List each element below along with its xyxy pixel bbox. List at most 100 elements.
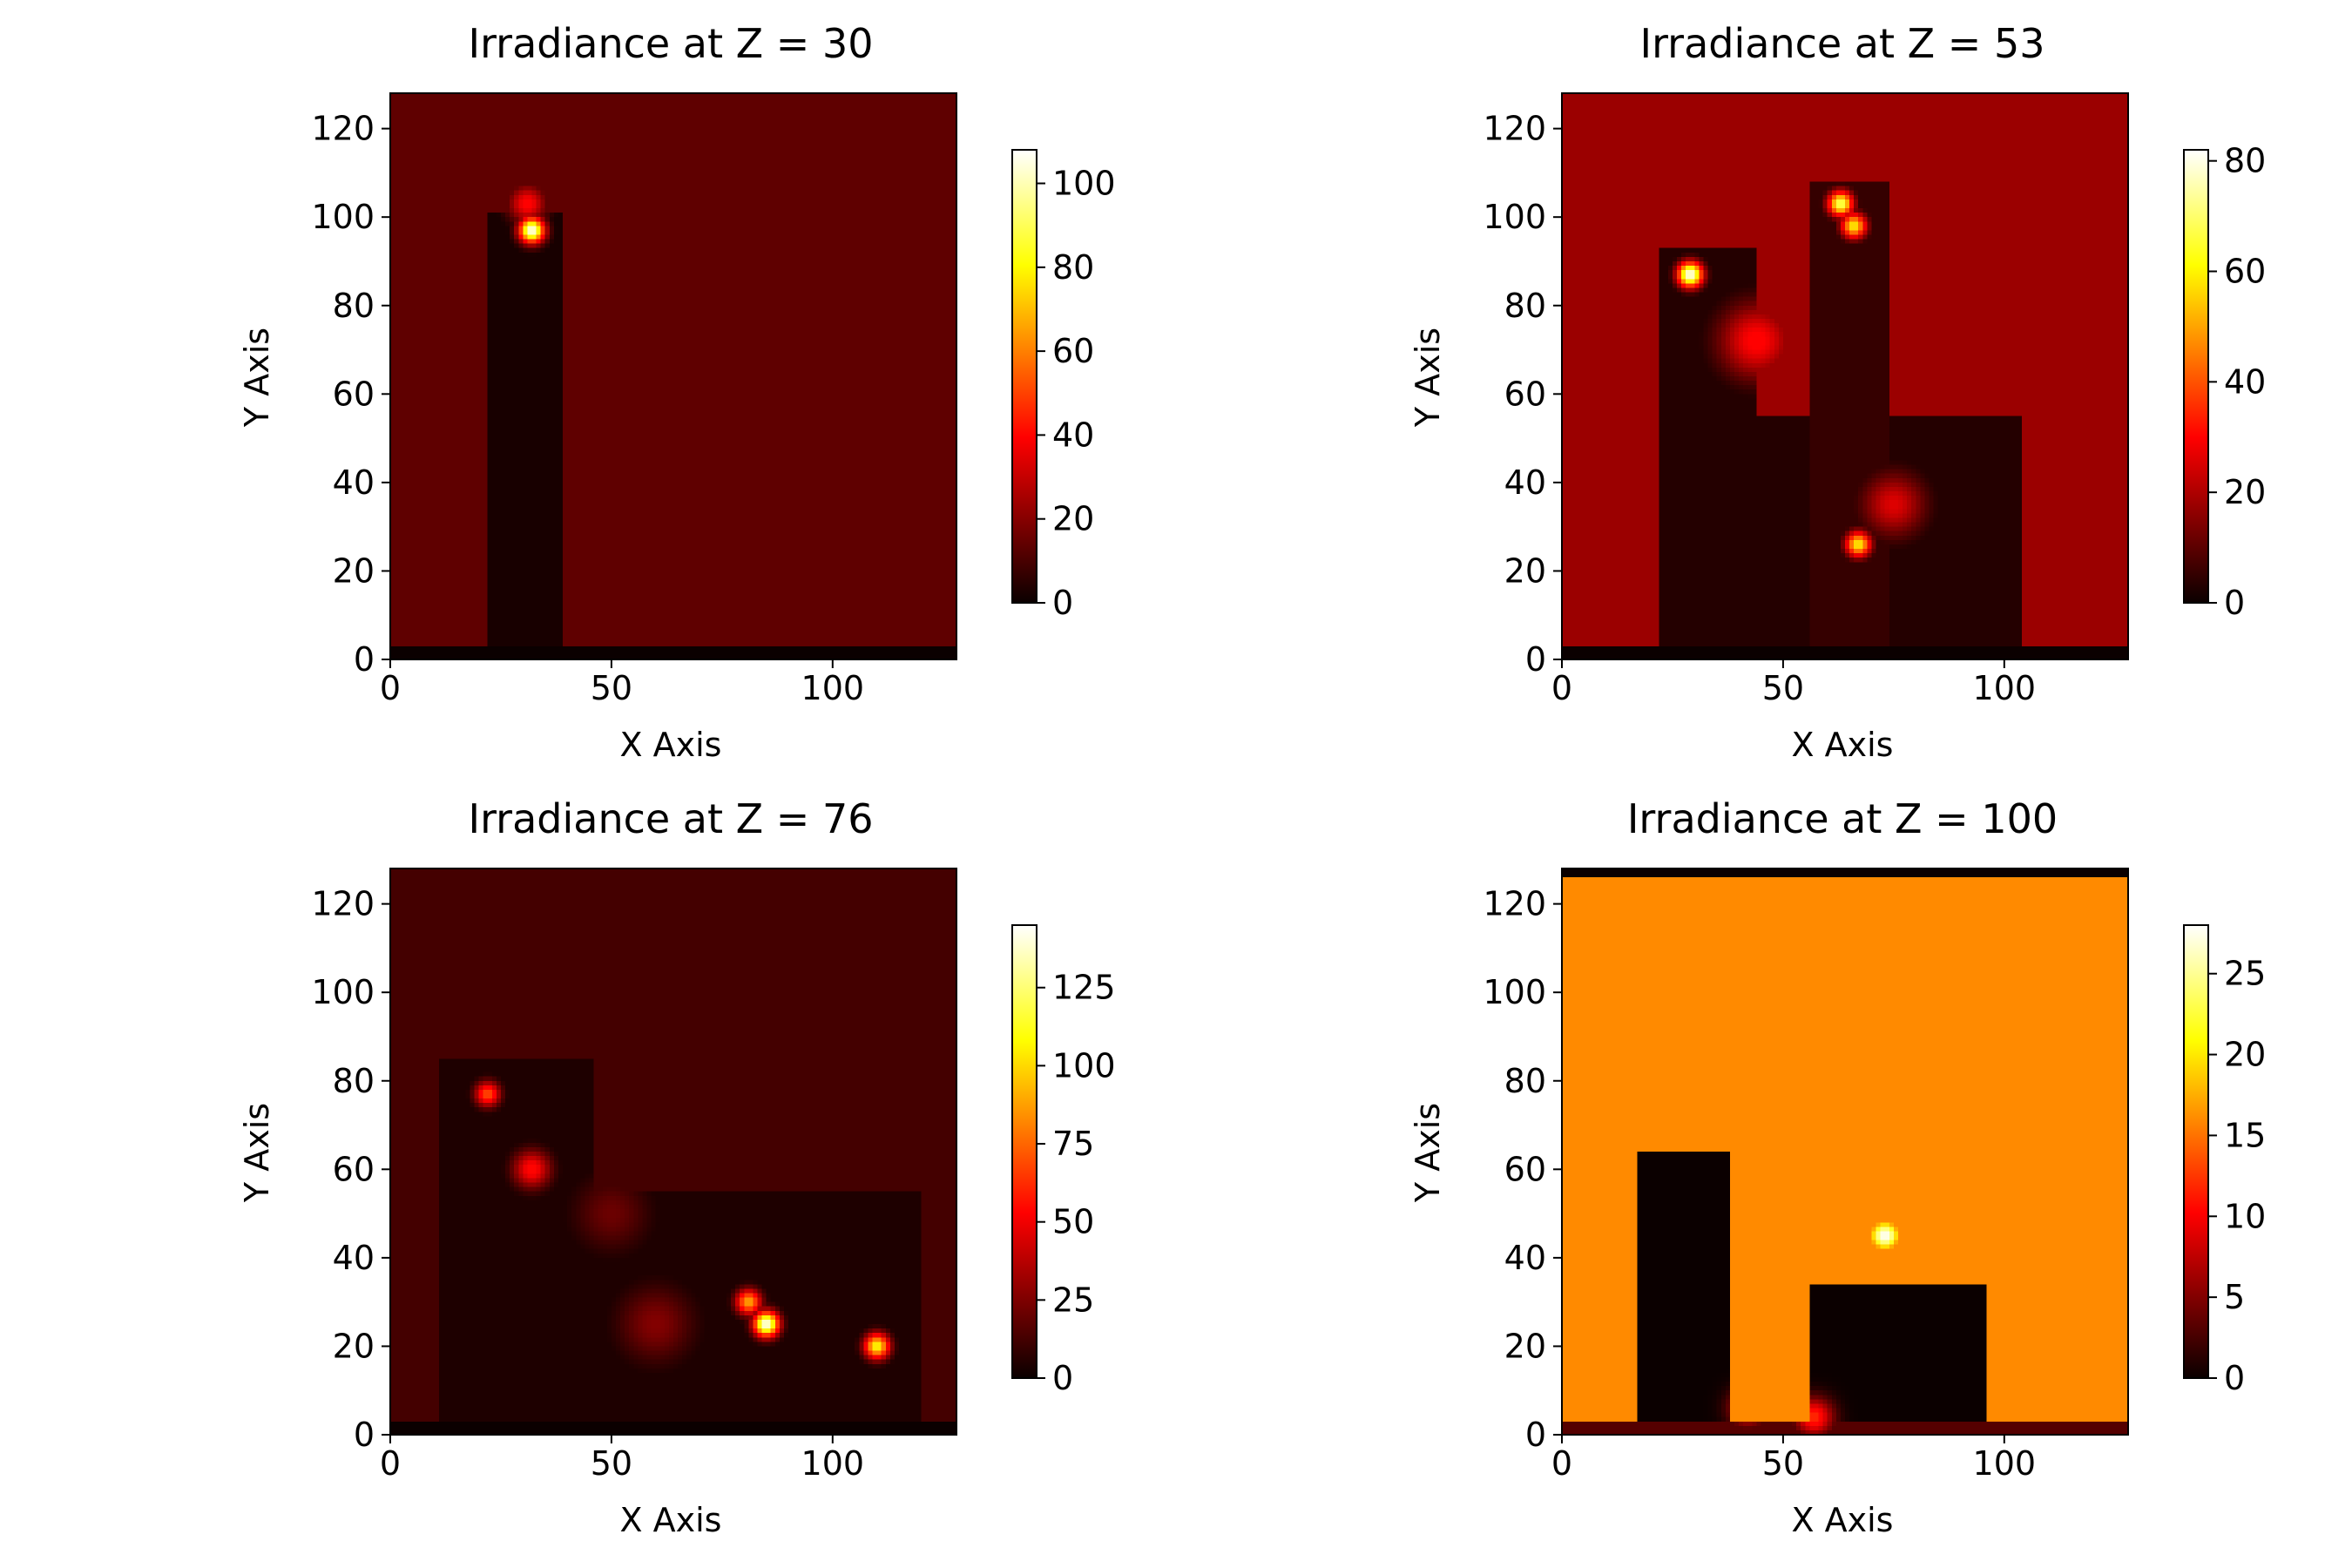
colorbar-tick-label: 20 — [1052, 500, 1094, 538]
heatmap-image-z76 — [390, 868, 956, 1435]
y-tick-label: 80 — [333, 287, 375, 325]
heatmap-image-z53 — [1562, 93, 2128, 659]
y-tick-label: 40 — [333, 463, 375, 502]
colorbar-gradient — [2183, 924, 2209, 1379]
colorbar-gradient — [1011, 149, 1037, 604]
x-tick-label: 50 — [591, 1444, 632, 1483]
y-tick-label: 80 — [333, 1062, 375, 1100]
y-tick-label: 20 — [1504, 1327, 1546, 1365]
axes-frame-z30 — [389, 92, 957, 660]
colorbar-tick-label: 80 — [2224, 142, 2266, 180]
colorbar-tick-label: 60 — [1052, 332, 1094, 370]
x-tick-label: 0 — [380, 1444, 401, 1483]
colorbar-tick-label: 125 — [1052, 969, 1116, 1007]
y-tick-label: 80 — [1504, 1062, 1546, 1100]
colorbar-tick-label: 25 — [2224, 955, 2266, 993]
colorbar-z100: 0 5 10 15 20 25 — [2183, 924, 2266, 1397]
heatmap-canvas-z53 — [1561, 92, 2129, 660]
y-tick-label: 100 — [1483, 973, 1546, 1011]
colorbar-tick-label: 15 — [2224, 1116, 2266, 1154]
colorbar-tick-label: 5 — [2224, 1278, 2245, 1316]
y-tick-label: 20 — [333, 551, 375, 590]
y-tick-label: 40 — [1504, 1239, 1546, 1277]
colorbar-tick-label: 0 — [2224, 584, 2245, 622]
x-ticks-z100: 0 50 100 — [1551, 1435, 2036, 1483]
y-tick-label: 0 — [354, 640, 375, 679]
heatmap-image-z100 — [1562, 868, 2128, 1435]
y-axis-label-z53: Y Axis — [1409, 328, 1447, 428]
y-tick-label: 60 — [1504, 375, 1546, 413]
colorbar-tick-label: 40 — [1052, 416, 1094, 454]
y-axis-label-z100: Y Axis — [1409, 1103, 1447, 1203]
subplot-z30: Irradiance at Z = 30 X Axis Y Axis 0 50 10… — [238, 20, 1116, 764]
axes-frame-z100 — [1561, 868, 2129, 1436]
x-ticks-z53: 0 50 100 — [1551, 659, 2036, 707]
x-ticks-z76: 0 50 100 — [380, 1435, 864, 1483]
x-tick-label: 100 — [801, 1444, 865, 1483]
colorbar-tick-label: 100 — [1052, 1046, 1116, 1085]
subplot-z53: Irradiance at Z = 53 X Axis Y Axis 0 50 10… — [1409, 20, 2266, 764]
colorbar-tick-label: 60 — [2224, 253, 2266, 291]
x-tick-label: 0 — [1551, 669, 1572, 707]
x-tick-label: 50 — [1762, 1444, 1804, 1483]
y-tick-label: 120 — [1483, 885, 1546, 923]
colorbar-tick-label: 100 — [1052, 165, 1116, 203]
y-tick-label: 60 — [333, 1150, 375, 1188]
colorbar-gradient — [1011, 924, 1037, 1379]
chart-title-z76: Irradiance at Z = 76 — [469, 795, 874, 842]
colorbar-tick-label: 25 — [1052, 1281, 1094, 1319]
colorbar-tick-label: 10 — [2224, 1197, 2266, 1235]
colorbar-tick-label: 50 — [1052, 1203, 1094, 1241]
colorbar-tick-label: 20 — [2224, 1036, 2266, 1074]
heatmap-canvas-z100 — [1561, 868, 2129, 1436]
y-ticks-z100: 0 20 40 60 80 100 120 — [1483, 885, 1562, 1454]
colorbar-tick-label: 40 — [2224, 362, 2266, 401]
y-tick-label: 100 — [311, 198, 375, 236]
y-axis-label-z76: Y Axis — [238, 1103, 276, 1203]
colorbar-tick-label: 0 — [2224, 1359, 2245, 1397]
y-tick-label: 20 — [333, 1327, 375, 1365]
colorbar-tick-label: 20 — [2224, 473, 2266, 511]
x-tick-label: 100 — [1973, 669, 2037, 707]
colorbar-tick-label: 0 — [1052, 1359, 1073, 1397]
y-tick-label: 40 — [1504, 463, 1546, 502]
x-axis-label-z100: X Axis — [1792, 1501, 1894, 1539]
axes-frame-z53 — [1561, 92, 2129, 660]
colorbar-z30: 0 20 40 60 80 100 — [1011, 149, 1116, 622]
x-tick-label: 100 — [1973, 1444, 2037, 1483]
colorbar-z53: 0 20 40 60 80 — [2183, 142, 2266, 622]
x-tick-label: 100 — [801, 669, 865, 707]
y-tick-label: 120 — [1483, 110, 1546, 148]
chart-title-z53: Irradiance at Z = 53 — [1640, 20, 2045, 67]
colorbar-tick-label: 80 — [1052, 248, 1094, 287]
y-tick-label: 0 — [1525, 1416, 1546, 1454]
colorbar-tick-label: 0 — [1052, 584, 1073, 622]
y-tick-label: 0 — [1525, 640, 1546, 679]
x-axis-label-z30: X Axis — [620, 726, 722, 764]
y-tick-label: 100 — [1483, 198, 1546, 236]
subplot-z100: Irradiance at Z = 100 X Axis Y Axis 0 50 1… — [1409, 795, 2266, 1539]
x-tick-label: 0 — [1551, 1444, 1572, 1483]
y-tick-label: 0 — [354, 1416, 375, 1454]
y-tick-label: 80 — [1504, 287, 1546, 325]
x-tick-label: 0 — [380, 669, 401, 707]
colorbar-z76: 0 25 50 75 100 125 — [1011, 924, 1116, 1397]
y-tick-label: 20 — [1504, 551, 1546, 590]
y-tick-label: 120 — [311, 885, 375, 923]
y-tick-label: 40 — [333, 1239, 375, 1277]
chart-title-z30: Irradiance at Z = 30 — [469, 20, 874, 67]
y-tick-label: 100 — [311, 973, 375, 1011]
x-tick-label: 50 — [1762, 669, 1804, 707]
x-ticks-z30: 0 50 100 — [380, 659, 864, 707]
y-tick-label: 120 — [311, 110, 375, 148]
colorbar-gradient — [2183, 149, 2209, 604]
axes-frame-z76 — [389, 868, 957, 1436]
x-axis-label-z53: X Axis — [1792, 726, 1894, 764]
x-axis-label-z76: X Axis — [620, 1501, 722, 1539]
y-axis-label-z30: Y Axis — [238, 328, 276, 428]
heatmap-canvas-z76 — [389, 868, 957, 1436]
heatmap-canvas-z30 — [389, 92, 957, 660]
x-tick-label: 50 — [591, 669, 632, 707]
chart-title-z100: Irradiance at Z = 100 — [1627, 795, 2058, 842]
